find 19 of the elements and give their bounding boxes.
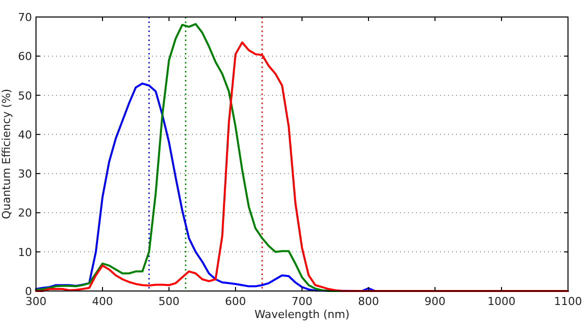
x-tick-label: 1000	[488, 295, 516, 308]
x-axis-title: Wavelength (nm)	[254, 308, 350, 321]
x-tick-label: 800	[358, 295, 379, 308]
x-tick-label: 600	[225, 295, 246, 308]
y-tick-label: 10	[18, 246, 32, 259]
x-tick-label: 900	[424, 295, 446, 308]
x-tick-label: 700	[292, 295, 312, 308]
y-tick-label: 60	[18, 50, 32, 64]
y-tick-label: 0	[25, 285, 32, 298]
x-tick-label: 1100	[554, 295, 582, 308]
y-tick-label: 50	[18, 89, 32, 102]
x-tick-label: 500	[158, 295, 180, 308]
y-tick-label: 30	[18, 168, 32, 181]
x-tick-label: 400	[92, 295, 113, 308]
y-tick-label: 20	[18, 206, 32, 220]
y-tick-label: 40	[18, 128, 32, 142]
y-axis-title: Quantum Efficiency (%)	[0, 88, 13, 220]
x-tick-label: 300	[26, 295, 46, 308]
y-tick-label: 70	[18, 11, 32, 24]
